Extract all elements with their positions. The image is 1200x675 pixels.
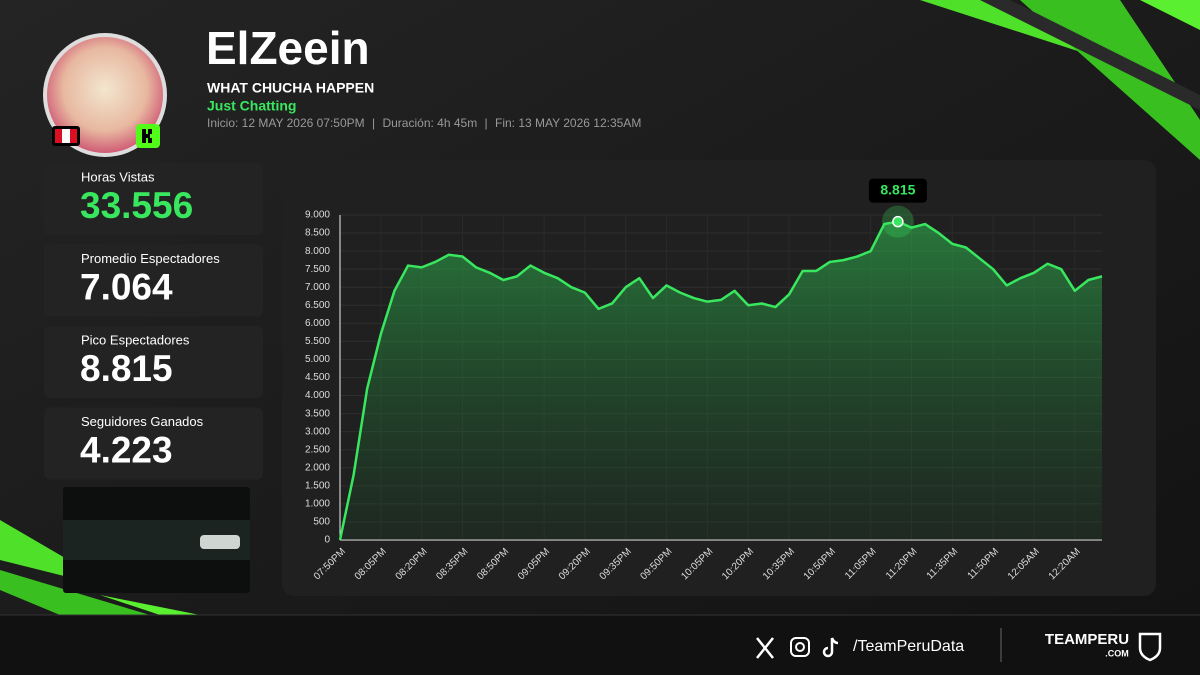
separator: | (372, 116, 375, 130)
y-tick-label: 6.000 (305, 318, 330, 329)
y-tick-label: 2.500 (305, 444, 330, 455)
stat-value: 4.223 (80, 429, 173, 470)
social-handle: /TeamPeruData (853, 638, 964, 655)
stat-label: Horas Vistas (81, 169, 155, 184)
duration: Duración: 4h 45m (382, 116, 477, 130)
y-tick-label: 8.500 (305, 228, 330, 239)
stat-card (44, 326, 263, 398)
brand-logo (1138, 632, 1162, 662)
stat-value: 8.815 (80, 348, 173, 389)
y-tick-label: 2.000 (305, 462, 330, 473)
instagram-icon (795, 642, 805, 652)
y-tick-label: 1.500 (305, 480, 330, 491)
streamer-name: ElZeein (206, 22, 370, 74)
y-tick-label: 3.500 (305, 408, 330, 419)
stream-title: WHAT CHUCHA HAPPEN (207, 80, 374, 96)
y-tick-label: 7.500 (305, 264, 330, 275)
stat-value: 33.556 (80, 185, 193, 226)
category: Just Chatting (207, 98, 296, 114)
flag (55, 129, 62, 143)
stat-value: 7.064 (80, 266, 173, 307)
peak-label: 8.815 (880, 181, 915, 197)
stat-card (44, 163, 263, 235)
y-tick-label: 5.000 (305, 354, 330, 365)
y-tick-label: 5.500 (305, 336, 330, 347)
instagram-icon (790, 637, 810, 657)
y-tick-label: 4.000 (305, 390, 330, 401)
stat-label: Pico Espectadores (81, 332, 190, 347)
y-tick-label: 4.500 (305, 372, 330, 383)
decor (1140, 0, 1200, 30)
y-tick-label: 0 (324, 535, 330, 546)
y-tick-label: 500 (313, 517, 330, 528)
avatar (47, 37, 163, 153)
thumbnail (200, 535, 240, 549)
stat-card (44, 244, 263, 317)
flag (62, 129, 70, 143)
footer (0, 615, 1200, 675)
y-tick-label: 7.000 (305, 282, 330, 293)
stat-card (44, 407, 263, 480)
flag (70, 129, 77, 143)
decor (100, 595, 200, 615)
separator: | (485, 116, 488, 130)
y-tick-label: 9.000 (305, 210, 330, 221)
tiktok-icon (822, 637, 839, 658)
start: Inicio: 12 MAY 2026 07:50PM (207, 116, 365, 130)
area (340, 221, 1102, 541)
peak-label-bg (868, 178, 927, 203)
line (338, 220, 1103, 541)
stat-label: Promedio Espectadores (81, 251, 220, 266)
brand-sub: .COM (1105, 648, 1129, 658)
x-icon (756, 637, 774, 659)
y-tick-label: 1.000 (305, 499, 330, 510)
y-tick-label: 8.000 (305, 246, 330, 257)
y-tick-label: 6.500 (305, 300, 330, 311)
peak-marker (892, 215, 904, 228)
stat-label: Seguidores Ganados (81, 414, 204, 429)
end: Fin: 13 MAY 2026 12:35AM (495, 116, 641, 130)
brand: TEAMPERU (1045, 631, 1129, 648)
decor (920, 0, 1090, 55)
y-tick-label: 3.000 (305, 426, 330, 437)
stream-info: Inicio: 12 MAY 2026 07:50PM | Duración: … (207, 116, 641, 130)
platform-icon (142, 129, 152, 143)
decor (980, 0, 1200, 110)
